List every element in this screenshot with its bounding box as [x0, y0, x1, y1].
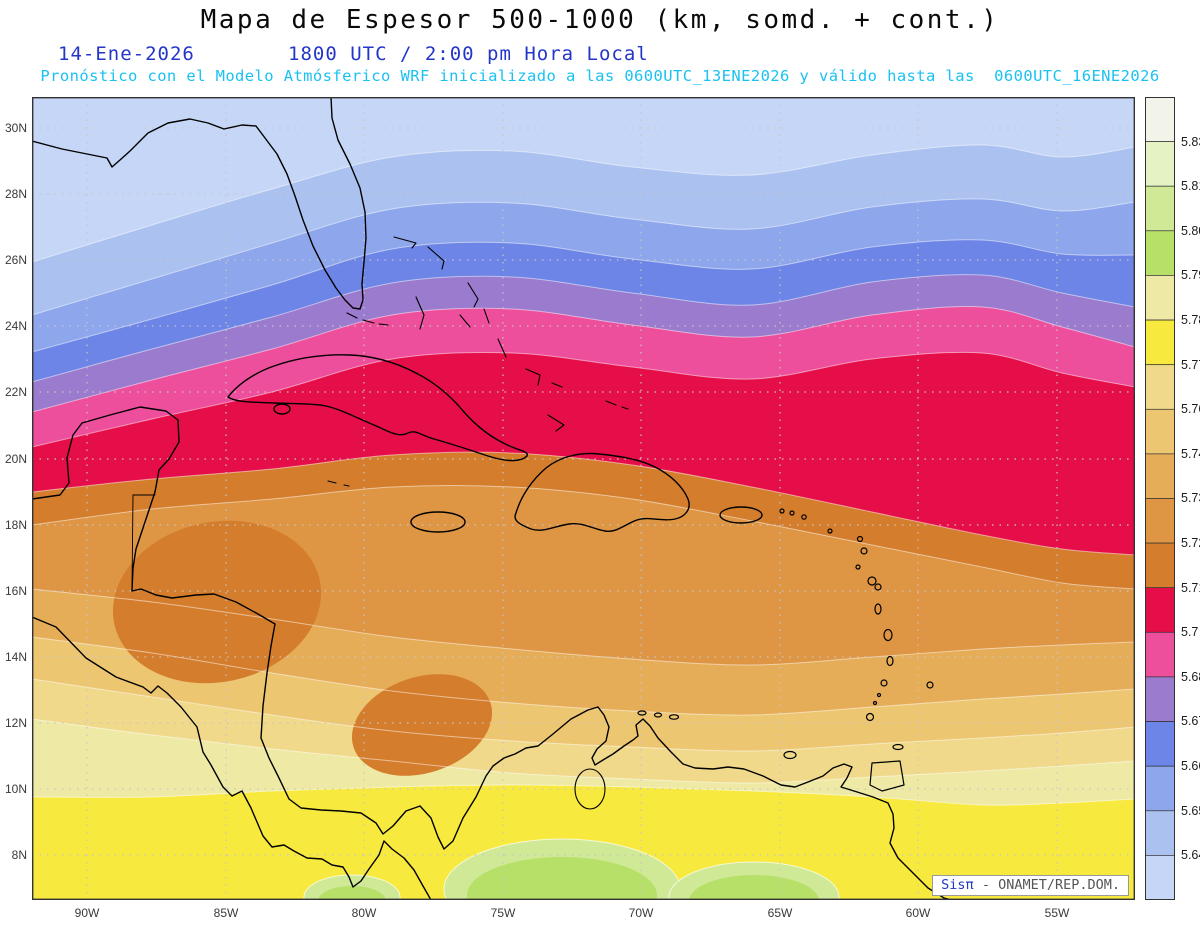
lon-label: 70W — [628, 906, 654, 920]
border-belize — [131, 494, 156, 590]
colorbar-cell — [1145, 498, 1175, 544]
colorbar-cell — [1145, 408, 1175, 455]
colorbar-label: 5.795 — [1181, 268, 1200, 282]
contour-line — [32, 351, 1135, 448]
map-frame — [32, 97, 1135, 900]
lat-label: 22N — [4, 385, 27, 399]
colorbar-label: 5.736 — [1181, 491, 1200, 505]
contour-line — [32, 274, 1135, 383]
forecast-model-line: Pronóstico con el Modelo Atmósferico WRF… — [40, 67, 1160, 85]
colorbar-label: 5.64 — [1181, 848, 1200, 862]
colorbar-cell — [1145, 185, 1175, 232]
colorbar-cell — [1145, 230, 1175, 276]
colorbar-cell — [1145, 721, 1175, 767]
island-puerto-rico — [719, 506, 763, 524]
colorbar-label: 5.748 — [1181, 447, 1200, 461]
coastlines — [32, 97, 953, 900]
attribution-text: - ONAMET/REP.DOM. — [973, 877, 1120, 893]
lat-label: 10N — [4, 782, 27, 796]
forecast-time: 1800 UTC / 2:00 pm Hora Local — [288, 43, 649, 65]
colorbar-label: 5.772 — [1181, 358, 1200, 372]
colorbar-cell — [1145, 141, 1175, 187]
attribution-box: Sisπ - ONAMET/REP.DOM. — [932, 875, 1129, 896]
colorbar-label: 5.688 — [1181, 670, 1200, 684]
coastline-cuba — [227, 354, 529, 462]
colorbar-label: 5.664 — [1181, 759, 1200, 773]
lat-label: 24N — [4, 319, 27, 333]
colorbar-label: 5.783 — [1181, 313, 1200, 327]
contour-line — [32, 306, 1135, 413]
island-jamaica — [410, 511, 466, 533]
islands-lesser-antilles — [637, 508, 934, 792]
lat-label: 8N — [11, 848, 27, 862]
page-title: Mapa de Espesor 500-1000 (km, somd. + co… — [200, 5, 1000, 35]
high-thickness-green-core — [467, 857, 657, 900]
colorbar-label: 5.807 — [1181, 224, 1200, 238]
islands-bahamas — [327, 236, 629, 487]
colorbar-label: 5.7 — [1181, 625, 1199, 639]
colorbar-cell — [1145, 275, 1175, 321]
lake-maracaibo — [574, 768, 606, 810]
lon-label: 85W — [213, 906, 239, 920]
colorbar-label: 5.831 — [1181, 135, 1200, 149]
lon-label: 65W — [767, 906, 793, 920]
contour-line — [32, 451, 1135, 556]
colorbar-cell — [1145, 319, 1175, 366]
colorbar-cell — [1145, 453, 1175, 499]
lon-label: 75W — [490, 906, 516, 920]
coastline-florida — [32, 97, 367, 310]
contour-line — [32, 239, 1135, 353]
map-panel: Sisπ - ONAMET/REP.DOM. — [32, 97, 1135, 900]
low-thickness-patch — [351, 674, 493, 776]
colorbar-label: 5.652 — [1181, 804, 1200, 818]
lon-label: 60W — [905, 906, 931, 920]
coastline-florida-keys — [346, 312, 389, 326]
contour-line — [32, 678, 1135, 752]
lat-label: 16N — [4, 584, 27, 598]
attribution-brand: Sisπ — [941, 877, 974, 893]
lat-label: 14N — [4, 650, 27, 664]
colorbar-label: 5.724 — [1181, 536, 1200, 550]
lon-label: 90W — [74, 906, 100, 920]
colorbar-label: 5.76 — [1181, 402, 1200, 416]
contour-line — [32, 485, 1135, 590]
contour-line — [32, 636, 1135, 716]
colorbar-cell — [1145, 364, 1175, 410]
lat-label: 20N — [4, 452, 27, 466]
lon-label: 55W — [1044, 906, 1070, 920]
lat-label: 26N — [4, 253, 27, 267]
colorbar-cell — [1145, 765, 1175, 812]
thickness-contour-map — [32, 97, 1135, 900]
island-isla-juventud — [273, 403, 291, 415]
contour-line — [32, 144, 1135, 263]
colorbar-cell — [1145, 97, 1175, 142]
colorbar-label: 5.819 — [1181, 179, 1200, 193]
coastline-hispaniola — [514, 452, 690, 532]
low-thickness-patch — [112, 520, 322, 684]
colorbar-cell — [1145, 587, 1175, 633]
forecast-date: 14-Ene-2026 — [58, 43, 195, 65]
lat-label: 18N — [4, 518, 27, 532]
lon-label: 80W — [351, 906, 377, 920]
colorbar-cell — [1145, 542, 1175, 589]
lat-label: 12N — [4, 716, 27, 730]
colorbar-label: 5.676 — [1181, 714, 1200, 728]
high-thickness-green-core — [318, 886, 386, 900]
high-thickness-green-core — [689, 875, 819, 900]
lat-label: 28N — [4, 187, 27, 201]
contour-line — [32, 718, 1135, 784]
coastline-pacific — [32, 616, 432, 900]
colorbar-cell — [1145, 631, 1175, 678]
colorbar-cell — [1145, 855, 1175, 900]
colorbar-frame — [1145, 97, 1175, 900]
colorbar-label: 5.712 — [1181, 581, 1200, 595]
lat-label: 30N — [4, 121, 27, 135]
colorbar-cell — [1145, 810, 1175, 856]
contour-line — [32, 198, 1135, 316]
colorbar — [1145, 97, 1175, 900]
colorbar-cell — [1145, 676, 1175, 722]
